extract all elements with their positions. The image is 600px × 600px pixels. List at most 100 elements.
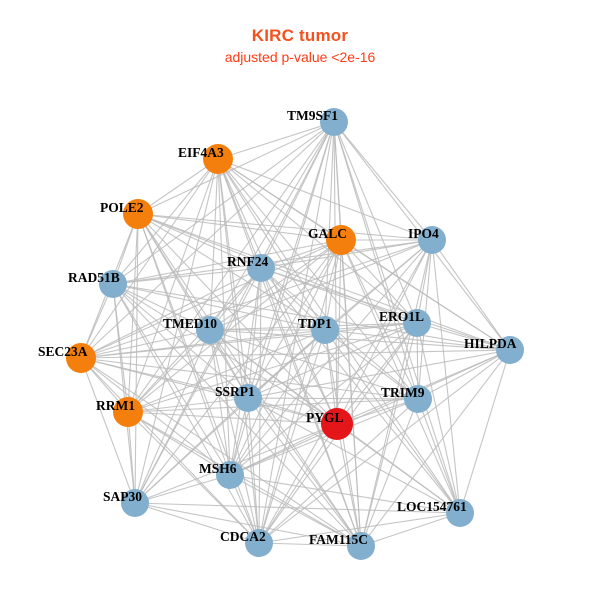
graph-edge <box>217 158 326 331</box>
graph-node-label-pygl: PYGL <box>306 410 344 425</box>
graph-edge <box>217 158 249 399</box>
graph-edge <box>229 398 419 476</box>
graph-edge <box>416 322 461 514</box>
graph-edge <box>112 158 219 285</box>
graph-edge <box>229 423 338 476</box>
graph-edge <box>333 121 461 514</box>
graph-node-ero1l[interactable] <box>403 309 431 337</box>
graph-edge <box>360 322 418 547</box>
page-subtitle: adjusted p-value <2e-16 <box>224 49 376 65</box>
graph-node-label-tmed10: TMED10 <box>163 316 217 331</box>
graph-edge <box>217 158 433 241</box>
graph-node-eif4a3[interactable] <box>203 144 233 174</box>
graph-node-tmed10[interactable] <box>196 316 224 344</box>
graph-edge <box>80 357 231 476</box>
graph-node-sec23a[interactable] <box>66 343 96 373</box>
graph-edge <box>80 357 338 425</box>
graph-edge <box>80 322 418 359</box>
graph-edge <box>112 267 262 285</box>
graph-node-rnf24[interactable] <box>247 254 275 282</box>
graph-edge <box>134 502 260 544</box>
graph-edge <box>258 239 342 544</box>
graph-edge <box>229 349 511 476</box>
graph-edge <box>112 283 211 331</box>
graph-edge <box>229 121 335 476</box>
graph-edge <box>80 349 511 359</box>
graph-edge <box>127 411 231 476</box>
graph-edge <box>333 121 433 241</box>
graph-edge <box>324 329 511 351</box>
graph-node-trim9[interactable] <box>404 385 432 413</box>
graph-edge <box>134 474 231 504</box>
graph-node-loc154761[interactable] <box>446 499 474 527</box>
graph-edge <box>112 283 362 547</box>
graph-node-rrm1[interactable] <box>113 397 143 427</box>
graph-node-pole2[interactable] <box>123 199 153 229</box>
graph-edge <box>260 239 433 269</box>
graph-node-sap30[interactable] <box>121 489 149 517</box>
graph-edge <box>127 158 219 413</box>
graph-node-pygl[interactable] <box>321 408 353 440</box>
graph-node-fam115c[interactable] <box>347 532 375 560</box>
graph-edge <box>112 283 338 425</box>
graph-node-label-ipo4: IPO4 <box>408 226 439 241</box>
title-block: KIRC tumor adjusted p-value <2e-16 <box>0 26 600 66</box>
graph-edge <box>80 329 211 359</box>
graph-edge <box>80 357 136 504</box>
graph-edge <box>247 397 419 400</box>
graph-edge <box>360 239 433 547</box>
graph-edge <box>127 239 342 413</box>
graph-node-msh6[interactable] <box>216 461 244 489</box>
graph-edge <box>247 397 461 514</box>
graph-node-label-galc: GALC <box>308 226 348 241</box>
graph-node-tdp1[interactable] <box>311 316 339 344</box>
graph-node-label-rad51b: RAD51B <box>68 270 120 285</box>
graph-edge <box>134 502 362 547</box>
graph-edge <box>112 239 342 285</box>
graph-edge <box>80 267 262 359</box>
graph-edge <box>431 239 511 351</box>
graph-node-label-rnf24: RNF24 <box>227 254 269 269</box>
graph-edge <box>80 158 219 359</box>
graph-node-cdca2[interactable] <box>245 529 273 557</box>
graph-node-label-tm9sf1: TM9SF1 <box>287 108 339 123</box>
graph-node-label-fam115c: FAM115C <box>309 532 368 547</box>
graph-edge <box>258 239 433 544</box>
graph-node-ipo4[interactable] <box>418 226 446 254</box>
graph-edge <box>417 349 511 400</box>
graph-edge <box>229 474 362 547</box>
graph-node-label-pole2: POLE2 <box>100 200 144 215</box>
graph-node-tm9sf1[interactable] <box>320 108 348 136</box>
graph-edge <box>217 158 231 476</box>
graph-edge <box>340 239 511 351</box>
graph-node-hilpda[interactable] <box>496 336 524 364</box>
graph-edge <box>80 329 326 359</box>
graph-edge <box>336 239 433 425</box>
graph-edge <box>333 121 419 400</box>
graph-node-label-tdp1: TDP1 <box>298 316 332 331</box>
graph-edge <box>247 397 260 544</box>
graph-edge <box>360 398 419 547</box>
graph-edge <box>340 239 418 324</box>
graph-edge <box>209 329 231 476</box>
graph-edge <box>80 239 342 359</box>
graph-edge <box>209 329 362 547</box>
graph-edge <box>258 423 338 544</box>
graph-edge <box>360 512 461 547</box>
graph-node-ssrp1[interactable] <box>234 384 262 412</box>
graph-edge <box>137 213 511 351</box>
graph-edge <box>260 267 362 547</box>
graph-edge <box>112 283 326 331</box>
graph-edge <box>247 397 362 547</box>
graph-edge <box>137 213 249 399</box>
page-title: KIRC tumor <box>251 26 349 45</box>
graph-node-label-loc154761: LOC154761 <box>397 499 467 514</box>
graph-node-label-rrm1: RRM1 <box>96 398 135 413</box>
graph-node-label-sec23a: SEC23A <box>38 344 88 359</box>
graph-node-galc[interactable] <box>326 225 356 255</box>
graph-edge <box>137 213 433 241</box>
graph-edge <box>258 398 419 544</box>
graph-node-rad51b[interactable] <box>99 270 127 298</box>
graph-edge <box>209 158 219 331</box>
